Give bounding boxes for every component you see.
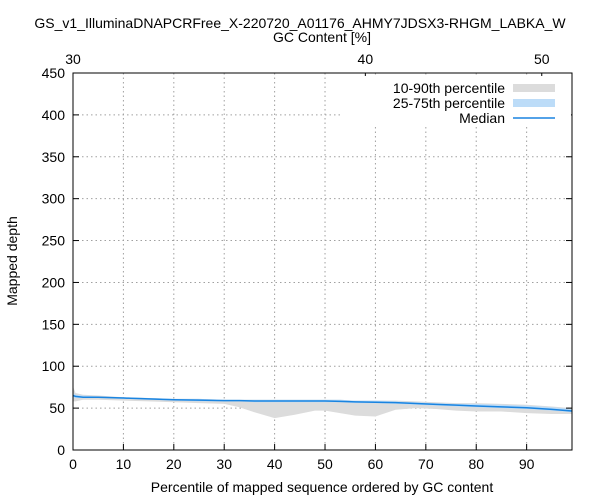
chart-title: GS_v1_IlluminaDNAPCRFree_X-220720_A01176… bbox=[34, 15, 566, 31]
legend-entry: 10-90th percentile bbox=[393, 80, 555, 96]
legend-label: Median bbox=[459, 110, 505, 126]
grid bbox=[73, 72, 572, 450]
tick-labels: 0 50 100 150 200 250 300 350 400 450 0 10 20 30 40 50 60… bbox=[42, 51, 550, 472]
legend-entry: Median bbox=[459, 110, 555, 126]
y-tick-label: 150 bbox=[42, 316, 66, 332]
x-tick-label: 80 bbox=[468, 456, 484, 472]
y-axis-label: Mapped depth bbox=[4, 216, 20, 306]
x2-tick-label: 30 bbox=[65, 51, 81, 67]
legend-swatch bbox=[513, 99, 555, 107]
x2-tick-label: 40 bbox=[358, 51, 374, 67]
bands bbox=[72, 386, 573, 419]
axes bbox=[72, 72, 573, 451]
median-line bbox=[72, 394, 573, 412]
x-tick-label: 30 bbox=[216, 456, 232, 472]
x2-axis-label: GC Content [%] bbox=[273, 29, 371, 45]
legend-label: 10-90th percentile bbox=[393, 80, 505, 96]
x-axis-label: Percentile of mapped sequence ordered by… bbox=[151, 479, 494, 495]
legend-swatch bbox=[513, 84, 555, 92]
x-tick-label: 60 bbox=[368, 456, 384, 472]
y-tick-label: 100 bbox=[42, 358, 66, 374]
x-tick-label: 40 bbox=[267, 456, 283, 472]
y-tick-label: 400 bbox=[42, 107, 66, 123]
legend-label: 25-75th percentile bbox=[393, 95, 505, 111]
y-tick-label: 300 bbox=[42, 191, 66, 207]
x-tick-label: 50 bbox=[317, 456, 333, 472]
y-tick-label: 50 bbox=[49, 400, 65, 416]
plot-frame bbox=[72, 72, 573, 451]
x-tick-label: 10 bbox=[116, 456, 132, 472]
legend-entry: 25-75th percentile bbox=[393, 95, 555, 111]
x-tick-label: 90 bbox=[519, 456, 535, 472]
y-tick-label: 450 bbox=[42, 65, 66, 81]
y-tick-label: 0 bbox=[57, 442, 65, 458]
x-tick-label: 20 bbox=[166, 456, 182, 472]
y-tick-label: 350 bbox=[42, 149, 66, 165]
x2-tick-label: 50 bbox=[534, 51, 550, 67]
y-tick-label: 200 bbox=[42, 274, 66, 290]
x-tick-label: 0 bbox=[69, 456, 77, 472]
y-tick-label: 250 bbox=[42, 233, 66, 249]
x-tick-label: 70 bbox=[418, 456, 434, 472]
